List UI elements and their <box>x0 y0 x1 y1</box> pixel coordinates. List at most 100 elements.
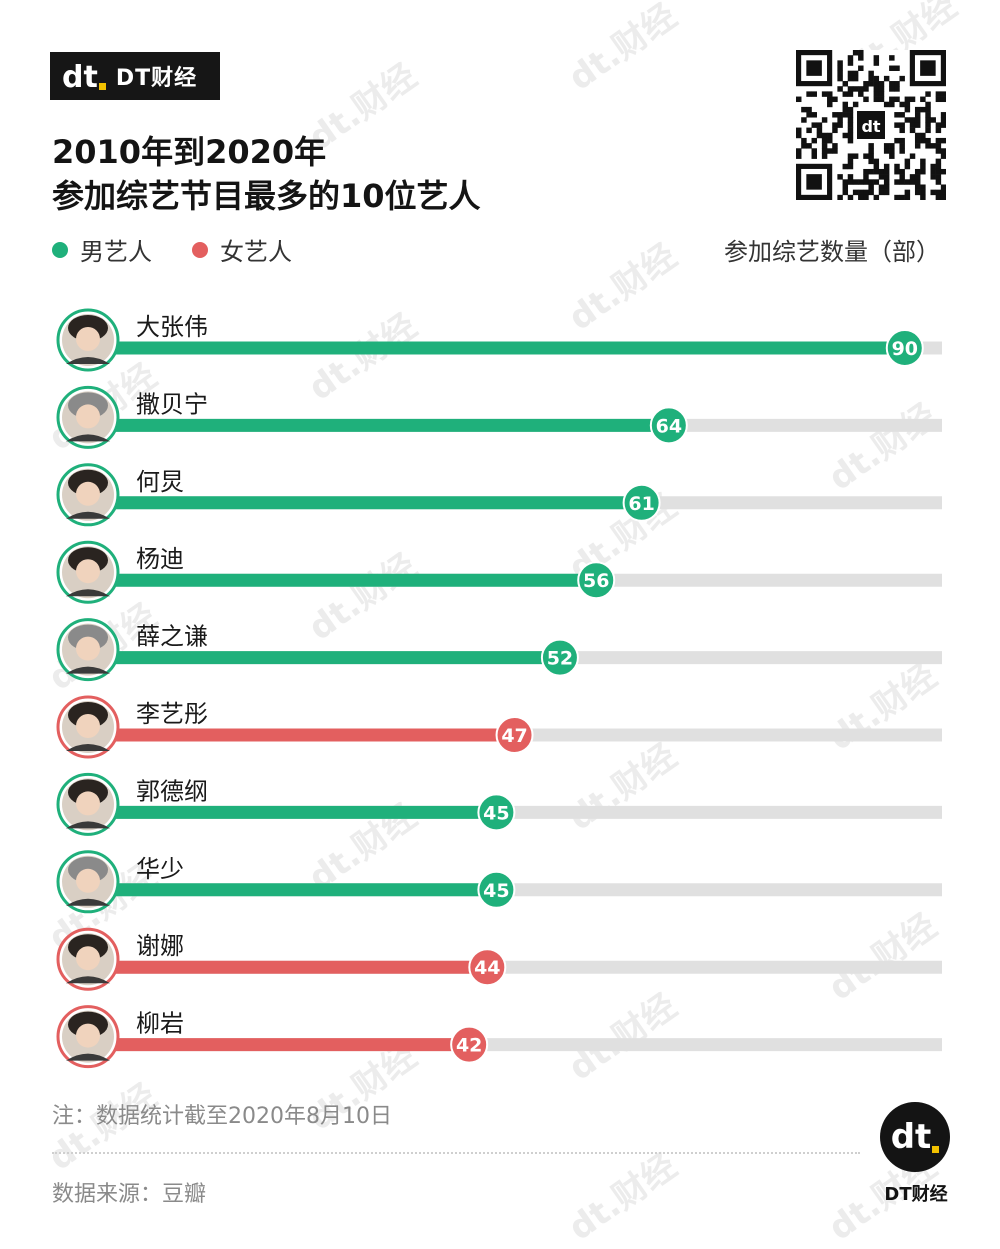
qr-module <box>863 86 869 92</box>
value-bubble <box>495 716 534 754</box>
qr-module <box>940 189 946 196</box>
qr-module <box>878 81 885 87</box>
qr-module <box>821 143 828 149</box>
qr-module <box>935 163 942 170</box>
qr-finder-core <box>806 174 822 190</box>
qr-module <box>894 112 900 118</box>
bar-category-label: 撒贝宁 <box>136 390 208 418</box>
qr-module <box>883 184 890 190</box>
qr-module <box>883 168 890 175</box>
qr-module <box>940 168 946 175</box>
qr-module <box>847 106 854 113</box>
bar-category-label: 杨迪 <box>136 545 184 573</box>
qr-module <box>858 91 864 97</box>
qr-module <box>930 174 936 180</box>
qr-module <box>863 194 869 200</box>
qr-module <box>925 143 931 149</box>
qr-module <box>827 101 833 108</box>
qr-module <box>847 127 854 134</box>
qr-module <box>806 127 812 134</box>
qr-module <box>904 179 911 185</box>
qr-module <box>904 158 911 165</box>
bar-category-label: 谢娜 <box>136 932 184 960</box>
qr-module <box>796 127 802 134</box>
qr-module <box>837 60 843 66</box>
qr-module <box>899 174 905 180</box>
legend-item-female: 女艺人 <box>192 232 292 267</box>
qr-module <box>811 153 817 159</box>
qr-module <box>806 143 812 149</box>
data-label: 61 <box>628 493 654 515</box>
qr-module <box>858 55 864 61</box>
qr-module <box>832 112 838 118</box>
qr-module <box>935 148 942 154</box>
qr-module <box>883 148 890 154</box>
qr-module <box>821 153 828 159</box>
bar-category-label: 华少 <box>136 855 184 883</box>
qr-module <box>940 117 946 123</box>
qr-module <box>894 122 900 128</box>
unit-label: 参加综艺数量（部） <box>724 238 940 266</box>
data-label: 44 <box>474 957 500 979</box>
qr-module <box>925 137 931 144</box>
qr-module <box>827 96 833 103</box>
legend: 男艺人 女艺人 <box>52 232 332 267</box>
bar-category-label: 薛之谦 <box>136 623 208 651</box>
avatar-face <box>76 327 100 351</box>
qr-module <box>894 168 900 175</box>
qr-module <box>889 55 895 61</box>
qr-module <box>935 158 942 165</box>
qr-module <box>837 70 843 77</box>
qr-module <box>837 65 843 71</box>
qr-module <box>821 91 828 97</box>
bar-category-label: 李艺彤 <box>136 700 208 728</box>
qr-module <box>868 81 874 87</box>
avatar-face <box>76 791 100 816</box>
qr-module <box>873 81 880 87</box>
qr-module <box>889 81 895 87</box>
qr-module <box>842 189 849 196</box>
qr-module <box>868 184 874 190</box>
qr-module <box>868 179 874 185</box>
qr-finder-core <box>920 60 936 76</box>
qr-module <box>899 112 905 118</box>
avatar-shoulders <box>66 976 110 984</box>
avatar-shoulders <box>66 744 110 751</box>
qr-module <box>883 179 890 185</box>
data-label: 45 <box>483 880 509 902</box>
qr-module <box>940 112 946 118</box>
qr-module <box>796 96 802 103</box>
value-bubble <box>622 483 661 522</box>
bar-category-label: 何炅 <box>136 468 184 496</box>
qr-module <box>852 75 859 82</box>
qr-module <box>873 91 880 97</box>
qr-module <box>914 112 921 118</box>
avatar-face <box>76 1023 100 1048</box>
qr-module <box>894 137 900 144</box>
qr-module <box>904 117 911 123</box>
qr-module <box>909 127 916 134</box>
qr-module <box>868 70 874 77</box>
qr-module <box>883 75 890 82</box>
chart-title-line-2: 参加综艺节目最多的10位艺人 <box>52 177 481 215</box>
legend-label-female: 女艺人 <box>220 238 292 266</box>
data-label: 56 <box>583 570 609 592</box>
qr-module <box>930 189 936 196</box>
qr-module <box>852 101 859 108</box>
legend-dot-male <box>52 241 68 258</box>
qr-module <box>801 117 807 123</box>
footer-divider <box>52 1152 860 1154</box>
qr-module <box>925 117 931 123</box>
qr-module <box>925 127 931 134</box>
qr-module <box>940 91 946 97</box>
qr-module <box>878 96 885 103</box>
qr-module <box>873 96 880 103</box>
qr-module <box>940 148 946 154</box>
qr-module <box>904 101 911 108</box>
qr-module <box>837 117 843 123</box>
qr-module <box>914 137 921 144</box>
qr-module <box>852 70 859 77</box>
avatar-face <box>76 636 100 661</box>
qr-module <box>847 60 854 66</box>
qr-module <box>930 163 936 170</box>
